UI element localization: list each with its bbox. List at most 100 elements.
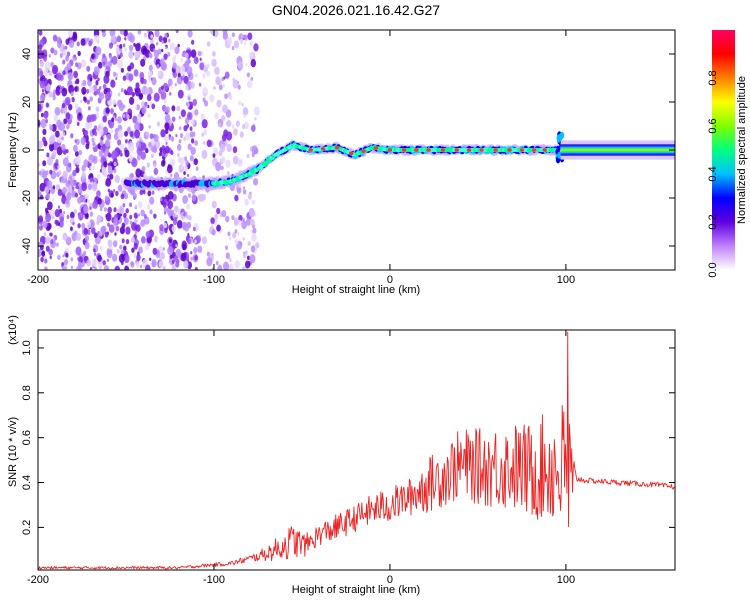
noise-blob bbox=[68, 30, 73, 38]
noise-blob bbox=[38, 162, 41, 167]
noise-blob bbox=[90, 227, 96, 235]
noise-blob bbox=[106, 133, 111, 141]
noise-blob bbox=[63, 264, 68, 270]
noise-blob bbox=[139, 264, 143, 269]
noise-blob bbox=[137, 116, 142, 123]
noise-blob bbox=[50, 47, 55, 54]
noise-blob bbox=[198, 82, 202, 87]
noise-blob bbox=[130, 261, 135, 268]
noise-blob bbox=[252, 227, 257, 234]
noise-blob bbox=[135, 42, 141, 52]
noise-blob bbox=[179, 132, 184, 139]
noise-blob bbox=[145, 148, 149, 154]
noise-blob bbox=[111, 150, 118, 160]
noise-blob bbox=[67, 72, 74, 81]
noise-blob bbox=[91, 259, 97, 268]
snr-panel: -200 -100 0 100 0.2 0.4 0.6 0.8 1.0 Height of st… bbox=[7, 315, 676, 596]
noise-blob bbox=[242, 237, 245, 241]
noise-blob bbox=[40, 112, 44, 118]
noise-blob bbox=[61, 87, 68, 97]
noise-blob bbox=[237, 232, 240, 236]
noise-blob bbox=[51, 216, 54, 220]
noise-blob bbox=[190, 81, 195, 89]
noise-blob bbox=[150, 34, 154, 39]
noise-blob bbox=[201, 132, 205, 137]
noise-blob bbox=[221, 115, 226, 122]
noise-blob bbox=[117, 129, 124, 139]
noise-blob bbox=[103, 74, 110, 85]
noise-blob bbox=[96, 88, 101, 95]
noise-blob bbox=[238, 183, 242, 189]
noise-blob bbox=[89, 96, 93, 102]
noise-blob bbox=[113, 132, 119, 141]
noise-blob bbox=[99, 207, 103, 212]
noise-blob bbox=[89, 267, 93, 270]
noise-blob bbox=[223, 76, 226, 80]
noise-blob bbox=[98, 150, 103, 157]
noise-blob bbox=[62, 131, 66, 136]
noise-blob bbox=[180, 252, 187, 262]
noise-blob bbox=[164, 135, 169, 143]
noise-blob bbox=[167, 78, 173, 86]
noise-blob bbox=[241, 102, 244, 107]
noise-blob bbox=[89, 211, 94, 217]
noise-blob bbox=[140, 219, 146, 227]
noise-blob bbox=[135, 104, 141, 111]
noise-blob bbox=[131, 91, 135, 98]
noise-blob bbox=[241, 34, 244, 38]
noise-blob bbox=[202, 141, 206, 145]
noise-blob bbox=[153, 134, 159, 142]
y-tick-label: 20 bbox=[21, 96, 33, 108]
noise-blob bbox=[148, 141, 152, 147]
noise-blob bbox=[68, 39, 75, 48]
noise-blob bbox=[227, 231, 231, 237]
noise-blob bbox=[56, 242, 59, 247]
noise-blob bbox=[41, 250, 45, 256]
noise-blob bbox=[222, 261, 230, 270]
figure-title: GN04.2026.021.16.42.G27 bbox=[272, 2, 440, 18]
noise-blob bbox=[53, 89, 56, 94]
noise-blob bbox=[250, 245, 256, 253]
noise-blob bbox=[202, 97, 206, 103]
noise-blob bbox=[123, 30, 128, 37]
noise-blob bbox=[149, 209, 153, 215]
noise-blob bbox=[200, 113, 205, 121]
noise-blob bbox=[109, 30, 116, 37]
noise-blob bbox=[123, 212, 127, 218]
noise-blob bbox=[73, 208, 78, 215]
noise-blob bbox=[214, 213, 219, 220]
noise-blob bbox=[73, 70, 78, 79]
noise-blob bbox=[66, 192, 72, 201]
noise-blob bbox=[228, 94, 233, 101]
noise-blob bbox=[222, 84, 226, 88]
noise-blob bbox=[62, 106, 67, 115]
noise-blob bbox=[170, 158, 176, 167]
noise-blob bbox=[128, 50, 134, 59]
noise-blob bbox=[105, 212, 112, 222]
noise-blob bbox=[137, 213, 141, 217]
noise-blob bbox=[38, 215, 44, 223]
noise-blob bbox=[249, 51, 254, 58]
noise-blob bbox=[56, 36, 62, 45]
noise-blob bbox=[113, 207, 117, 213]
noise-blob bbox=[231, 215, 235, 221]
noise-blob bbox=[77, 50, 81, 57]
signal-max bbox=[426, 148, 431, 152]
noise-blob bbox=[117, 92, 121, 97]
noise-blob bbox=[206, 139, 212, 148]
noise-blob bbox=[175, 30, 179, 34]
noise-blob bbox=[97, 254, 102, 262]
noise-blob bbox=[211, 58, 217, 67]
y-tick-label: 0 bbox=[21, 147, 33, 153]
noise-blob bbox=[87, 106, 91, 111]
noise-blob bbox=[186, 214, 190, 220]
noise-blob bbox=[209, 94, 215, 103]
y-tick-label: 40 bbox=[21, 48, 33, 60]
noise-blob bbox=[179, 156, 185, 166]
noise-blob bbox=[124, 130, 128, 137]
noise-blob bbox=[99, 245, 103, 251]
noise-blob bbox=[157, 70, 161, 77]
noise-blob bbox=[235, 120, 240, 127]
noise-blob bbox=[232, 79, 239, 89]
noise-blob bbox=[170, 150, 174, 156]
